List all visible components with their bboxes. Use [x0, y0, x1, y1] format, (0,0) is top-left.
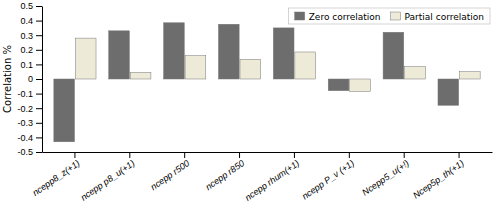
legend: Zero correlation Partial correlation [289, 8, 490, 24]
bar [130, 72, 151, 79]
legend-item: Partial correlation [391, 12, 484, 22]
legend-item: Zero correlation [295, 12, 381, 22]
y-tick-label: -0.1 [17, 89, 33, 99]
bar [218, 24, 239, 79]
y-tick: 0.3 [20, 31, 42, 41]
y-tick: 0.2 [20, 45, 42, 55]
x-tick-mark [349, 152, 350, 158]
bar [295, 52, 316, 79]
bar [109, 31, 130, 79]
bar [350, 79, 371, 91]
x-tick-mark [404, 152, 405, 158]
y-tick-label: 0.5 [20, 1, 33, 11]
x-tick-label: ncepp8_z(+1) [31, 158, 82, 198]
x-tick-label: ncepp r500 [149, 158, 192, 192]
legend-swatch [391, 12, 401, 20]
bar [460, 72, 481, 79]
bar [75, 38, 96, 79]
bar [164, 23, 185, 79]
bar [54, 79, 75, 142]
x-tick-label: Ncepp5_u(+!) [360, 158, 411, 198]
y-tick-label: 0.1 [20, 60, 33, 70]
x-tick-label: ncepp rhum(+1) [243, 158, 301, 203]
y-tick-mark [36, 123, 42, 124]
y-tick-label: -0.3 [17, 118, 33, 128]
y-tick: 0.4 [20, 16, 42, 26]
bars [54, 23, 480, 142]
x-tick: ncepp r850 [204, 152, 247, 192]
bar [438, 79, 459, 105]
y-tick-label: 0 [28, 74, 33, 84]
x-tick: Ncepp5_u(+!) [360, 152, 411, 198]
x-tick-label: Ncep5p_th(+1) [411, 158, 466, 200]
legend-swatch [295, 12, 305, 20]
y-axis-title: Correlation % [2, 45, 13, 113]
bar [240, 59, 261, 79]
y-tick: -0.2 [17, 104, 42, 114]
y-tick-mark [36, 79, 42, 80]
x-tick: ncepp P_v (+1) [300, 152, 356, 201]
plot: -0.5 -0.4 -0.3 -0.2 -0.1 0 0.1 0.2 0.3 0.4 0.5 ncep… [17, 1, 492, 202]
bar-series [54, 23, 459, 142]
y-tick-mark [36, 94, 42, 95]
y-tick: 0.5 [20, 1, 42, 11]
bar-series [75, 38, 480, 91]
y-tick-mark [36, 6, 42, 7]
y-tick: 0 [28, 74, 42, 84]
x-axis: ncepp8_z(+1)ncepp p8_u(+1) ncepp r500 ncep… [31, 152, 493, 203]
bar [405, 67, 426, 79]
y-tick-mark [36, 108, 42, 109]
legend-label: Zero correlation [309, 12, 381, 22]
y-tick-label: 0.4 [20, 16, 33, 26]
x-tick: ncepp8_z(+1) [31, 152, 82, 198]
x-tick-mark [239, 152, 240, 158]
x-tick: ncepp p8_u(+1) [79, 152, 137, 203]
y-tick: -0.5 [17, 147, 42, 157]
y-tick-mark [36, 137, 42, 138]
y-tick: -0.3 [17, 118, 42, 128]
y-tick-mark [36, 152, 42, 153]
y-axis: -0.5 -0.4 -0.3 -0.2 -0.1 0 0.1 0.2 0.3 0.4 0.5 [17, 1, 42, 157]
y-tick-label: -0.4 [17, 133, 33, 143]
x-tick-mark [74, 152, 75, 158]
x-tick-mark [184, 152, 185, 158]
y-tick-mark [36, 35, 42, 36]
y-tick-mark [36, 50, 42, 51]
y-tick-label: -0.2 [17, 104, 33, 114]
y-tick-mark [36, 21, 42, 22]
x-tick: ncepp r500 [149, 152, 192, 192]
x-tick: ncepp rhum(+1) [243, 152, 301, 203]
legend-frame [289, 8, 490, 24]
bar [273, 28, 294, 79]
x-tick-mark [129, 152, 130, 158]
y-axis-line [42, 7, 43, 153]
x-tick-mark [459, 152, 460, 158]
x-tick-mark [294, 152, 295, 158]
bar [328, 79, 349, 91]
x-axis-line [43, 152, 493, 153]
x-tick-label: ncepp r850 [204, 158, 247, 192]
chart: -0.5 -0.4 -0.3 -0.2 -0.1 0 0.1 0.2 0.3 0.4 0.5 ncep… [0, 0, 500, 210]
y-tick-mark [36, 64, 42, 65]
y-tick: -0.1 [17, 89, 42, 99]
x-tick-label: ncepp P_v (+1) [300, 158, 356, 201]
y-tick-label: -0.5 [17, 147, 33, 157]
y-tick: -0.4 [17, 133, 42, 143]
bar [383, 32, 404, 79]
y-tick-label: 0.3 [20, 31, 33, 41]
x-tick: Ncep5p_th(+1) [411, 152, 466, 201]
bar [185, 56, 206, 79]
x-tick-label: ncepp p8_u(+1) [79, 158, 137, 203]
y-tick-label: 0.2 [20, 45, 33, 55]
y-tick: 0.1 [20, 60, 42, 70]
legend-label: Partial correlation [405, 12, 484, 22]
